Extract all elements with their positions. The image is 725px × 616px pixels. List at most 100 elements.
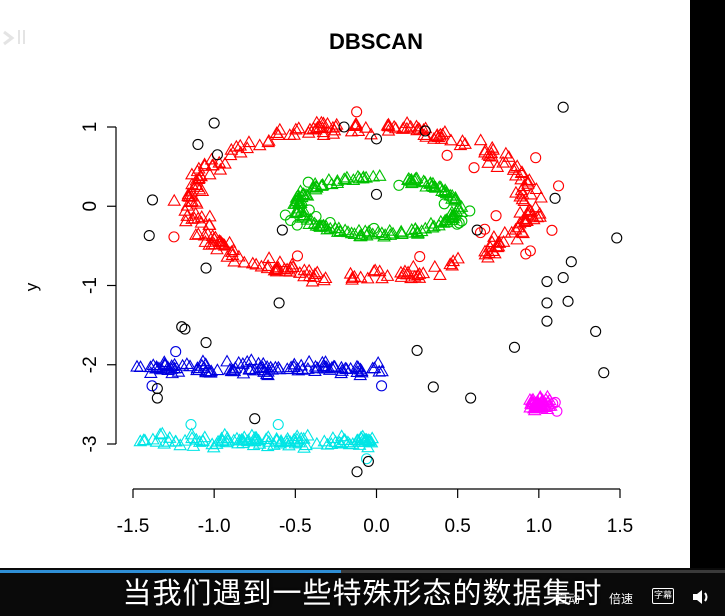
video-control-bar: [0, 568, 725, 616]
cluster-point-triangle: [394, 225, 408, 238]
point-circle: [441, 149, 453, 161]
point-circle: [324, 216, 336, 229]
cluster-point-triangle: [269, 260, 284, 273]
cluster-point-triangle: [295, 208, 310, 221]
cluster-point-triangle: [380, 269, 395, 281]
cluster-point-triangle: [446, 254, 461, 267]
cluster-point-triangle: [521, 176, 535, 189]
cluster-point-triangle: [253, 361, 267, 373]
noise-point: [471, 224, 483, 236]
cluster-point-triangle: [337, 172, 352, 185]
cluster-point-triangle: [240, 141, 255, 154]
cluster-point-triangle: [534, 400, 549, 413]
y-tick-label: 1: [80, 122, 101, 133]
y-axis-label: y: [22, 282, 41, 291]
cluster-point-triangle: [416, 174, 431, 187]
cluster-point-triangle: [224, 364, 239, 377]
video-subtitle: 当我们遇到一些特殊形态的数据集时: [122, 576, 603, 610]
cluster-point-triangle: [510, 159, 525, 172]
cluster-point-triangle: [309, 179, 323, 192]
cluster-point-triangle: [401, 173, 415, 185]
cluster-point-triangle: [437, 185, 452, 198]
progress-bar[interactable]: [0, 570, 725, 573]
cluster-point-triangle: [197, 159, 212, 171]
noise-point: [200, 262, 212, 274]
cluster-point-triangle: [326, 126, 341, 139]
cluster-point-triangle: [184, 427, 199, 440]
cluster-point-triangle: [535, 393, 550, 406]
cluster-point-triangle: [409, 171, 424, 184]
cluster-point-triangle: [428, 180, 443, 193]
cluster-point-triangle: [272, 122, 287, 135]
cluster-point-triangle: [309, 218, 324, 231]
cluster-point-triangle: [315, 121, 330, 134]
cluster-point-triangle: [260, 360, 274, 372]
cluster-point-triangle: [215, 434, 230, 447]
cluster-point-triangle: [444, 133, 458, 146]
noise-point: [362, 455, 374, 467]
cluster-point-triangle: [191, 227, 206, 240]
noise-point: [611, 232, 623, 244]
noise-point: [176, 321, 188, 333]
cluster-point-triangle: [381, 119, 396, 132]
cluster-point-triangle: [449, 204, 464, 216]
progress-fill: [0, 570, 341, 573]
point-circle: [414, 251, 426, 263]
noise-point: [208, 117, 220, 129]
cluster-point-triangle: [280, 362, 295, 375]
cluster-point-triangle: [473, 133, 488, 146]
cluster-point-triangle: [245, 256, 260, 269]
y-tick-label: -2: [80, 356, 101, 373]
cluster-point-triangle: [323, 221, 338, 234]
point-circle: [368, 222, 380, 234]
cluster-point-triangle: [526, 397, 540, 410]
cluster-point-triangle: [322, 363, 337, 375]
cluster-point-triangle: [434, 131, 449, 144]
cluster-point-triangle: [200, 226, 215, 239]
cluster-point-triangle: [509, 185, 523, 198]
noise-point: [273, 297, 285, 309]
cluster-point-triangle: [325, 360, 339, 373]
cluster-point-triangle: [165, 366, 180, 379]
cluster-point-triangle: [190, 361, 205, 374]
cluster-point-triangle: [289, 122, 303, 135]
cluster-point-triangle: [153, 427, 168, 440]
cluster-point-triangle: [365, 361, 380, 374]
subtitle-toggle-icon[interactable]: 字幕: [652, 588, 674, 604]
cluster-point-triangle: [296, 187, 311, 200]
noise-point: [370, 133, 383, 145]
cluster-point-triangle: [261, 259, 275, 271]
cluster-point-triangle: [202, 217, 216, 230]
cluster-point-triangle: [188, 227, 203, 240]
cluster-point-triangle: [202, 167, 217, 180]
cluster-point-triangle: [180, 209, 195, 221]
cluster-point-triangle: [273, 435, 288, 448]
cluster-point-triangle: [302, 217, 317, 229]
cluster-point-triangle: [404, 271, 418, 284]
cluster-point-triangle: [242, 135, 256, 148]
cluster-point-triangle: [306, 121, 321, 134]
cluster-point-triangle: [451, 251, 465, 264]
volume-icon[interactable]: [690, 586, 712, 608]
cluster-point-triangle: [524, 187, 538, 200]
cluster-point-triangle: [162, 430, 177, 443]
cluster-point-triangle: [287, 127, 301, 140]
noise-point: [146, 194, 159, 206]
x-tick-label: 0.0: [363, 516, 389, 537]
cluster-point-triangle: [443, 207, 458, 220]
cluster-point-triangle: [341, 435, 355, 448]
cluster-point-triangle: [265, 362, 280, 375]
cluster-point-triangle: [378, 228, 392, 241]
cluster-point-triangle: [375, 226, 389, 239]
quality-auto-button[interactable]: 自动: [556, 592, 581, 606]
cluster-point-triangle: [191, 211, 205, 224]
cluster-point-triangle: [180, 198, 195, 211]
cluster-point-triangle: [178, 214, 193, 227]
chart-title: DBSCAN: [329, 29, 423, 54]
cluster-point-triangle: [448, 193, 462, 206]
cluster-point-triangle: [189, 173, 204, 186]
playback-speed-button[interactable]: 倍速: [609, 592, 634, 606]
cluster-point-triangle: [366, 169, 381, 182]
cluster-point-triangle: [249, 257, 263, 270]
point-circle: [520, 248, 532, 260]
